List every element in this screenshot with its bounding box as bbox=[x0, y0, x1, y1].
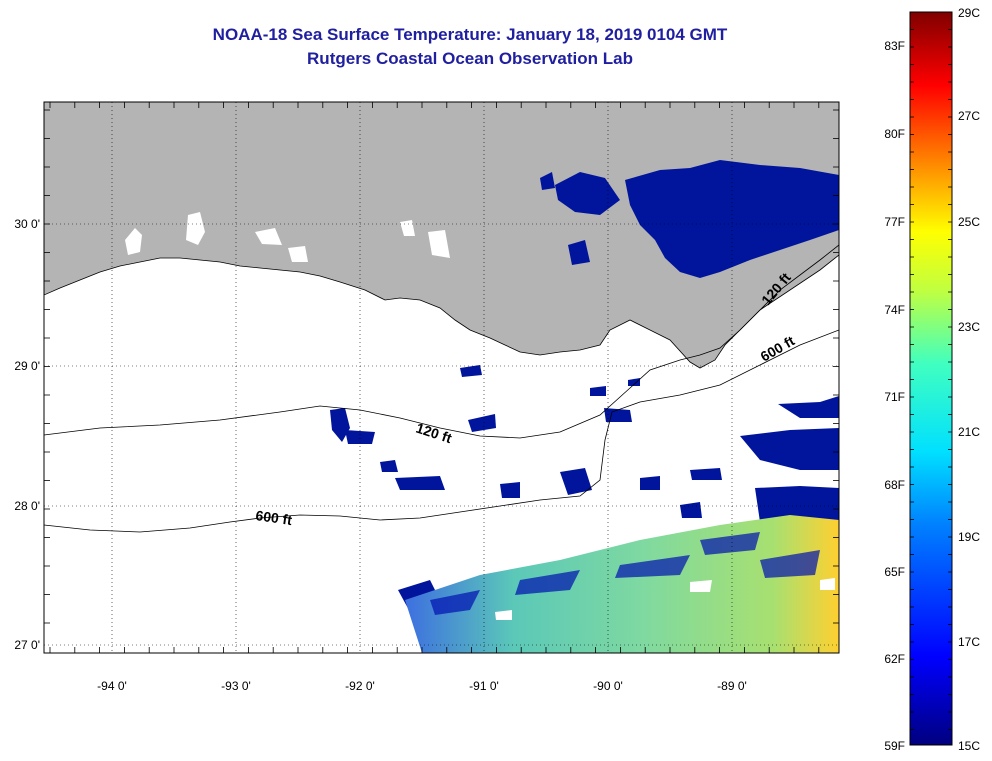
cb-c-label: 15C bbox=[958, 739, 980, 753]
land-white-patch bbox=[255, 228, 282, 245]
cb-f-label: 83F bbox=[884, 39, 905, 53]
lon-label: -89 0' bbox=[717, 679, 747, 693]
colorbar-c-labels: 29C 27C 25C 23C 21C 19C 17C 15C bbox=[958, 6, 980, 753]
cb-c-label: 25C bbox=[958, 215, 980, 229]
cb-c-label: 23C bbox=[958, 320, 980, 334]
map-subtitle: Rutgers Coastal Ocean Observation Lab bbox=[307, 49, 633, 68]
lon-label: -93 0' bbox=[221, 679, 251, 693]
lat-label: 28 0' bbox=[14, 499, 40, 513]
land-white-patch bbox=[400, 220, 415, 236]
lon-label: -92 0' bbox=[345, 679, 375, 693]
lat-axis-labels: 30 0' 29 0' 28 0' 27 0' bbox=[14, 217, 40, 652]
land-white-patch bbox=[288, 246, 308, 262]
cb-f-label: 65F bbox=[884, 565, 905, 579]
cb-f-label: 71F bbox=[884, 390, 905, 404]
land-white-patch bbox=[186, 212, 205, 245]
lat-label: 30 0' bbox=[14, 217, 40, 231]
colorbar-ticks bbox=[910, 11, 952, 730]
map-title: NOAA-18 Sea Surface Temperature: January… bbox=[212, 25, 728, 44]
swath-cloud-gaps bbox=[495, 578, 835, 620]
lat-label: 29 0' bbox=[14, 359, 40, 373]
cb-f-label: 74F bbox=[884, 303, 905, 317]
cb-f-label: 68F bbox=[884, 478, 905, 492]
cb-c-label: 17C bbox=[958, 635, 980, 649]
cb-c-label: 29C bbox=[958, 6, 980, 20]
contour-120ft bbox=[44, 244, 839, 439]
lon-axis-labels: -94 0' -93 0' -92 0' -91 0' -90 0' -89 0… bbox=[97, 679, 747, 693]
lon-label: -94 0' bbox=[97, 679, 127, 693]
cb-f-label: 80F bbox=[884, 127, 905, 141]
cb-c-label: 27C bbox=[958, 109, 980, 123]
lon-label: -91 0' bbox=[469, 679, 499, 693]
swath-cold-streaks bbox=[430, 532, 820, 615]
contour-label-600ft: 600 ft bbox=[255, 507, 294, 528]
cb-f-label: 62F bbox=[884, 652, 905, 666]
axis-ticks bbox=[44, 102, 839, 653]
gridlines bbox=[44, 102, 839, 653]
cb-f-label: 77F bbox=[884, 215, 905, 229]
colorbar bbox=[909, 11, 953, 746]
land-white-patch bbox=[125, 228, 142, 255]
lon-label: -90 0' bbox=[593, 679, 623, 693]
plot-frame bbox=[43, 101, 840, 654]
cb-c-label: 19C bbox=[958, 530, 980, 544]
cb-f-label: 59F bbox=[884, 739, 905, 753]
cb-c-label: 21C bbox=[958, 425, 980, 439]
land-white-patch bbox=[428, 230, 450, 258]
colorbar-f-labels: 83F 80F 77F 74F 71F 68F 65F 62F 59F bbox=[884, 39, 905, 753]
lat-label: 27 0' bbox=[14, 638, 40, 652]
